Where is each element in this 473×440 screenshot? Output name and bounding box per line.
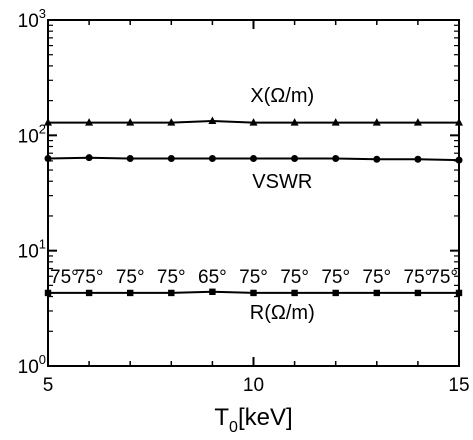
data-point <box>85 154 93 162</box>
data-point <box>291 289 298 297</box>
x-tick-label: 5 <box>43 375 54 396</box>
axes: 5 10 15 100 101 102 103 T0[keV] <box>18 6 470 436</box>
series-label: X(Ω/m) <box>250 85 314 107</box>
y-tick-label: 100 <box>18 352 46 378</box>
data-point <box>126 118 135 126</box>
data-point <box>291 154 299 162</box>
angle-annotation: 75° <box>429 267 458 288</box>
angle-annotation: 75° <box>116 267 145 288</box>
data-point <box>455 289 463 297</box>
data-point <box>250 154 257 162</box>
series-label: R(Ω/m) <box>250 302 315 324</box>
data-point <box>168 289 175 297</box>
angle-annotation: 75° <box>50 267 79 288</box>
data-point <box>167 154 175 162</box>
y-tick-label: 102 <box>18 121 46 147</box>
data-point <box>249 118 258 126</box>
data-point <box>208 154 216 162</box>
data-point <box>331 118 340 126</box>
data-point <box>414 155 422 163</box>
data-point <box>127 289 134 297</box>
angle-annotation: 75° <box>404 267 433 288</box>
data-point <box>455 156 463 164</box>
data-point <box>44 154 52 162</box>
data-point <box>85 118 94 126</box>
data-point <box>250 289 257 297</box>
data-point <box>167 118 176 126</box>
data-point <box>126 154 134 162</box>
data-point <box>290 118 299 126</box>
angle-annotation: 75° <box>362 267 391 288</box>
series-label: VSWR <box>252 171 312 193</box>
data-point <box>373 155 381 163</box>
data-point <box>372 118 381 126</box>
y-tick-label: 103 <box>18 6 46 32</box>
angle-annotation: 75° <box>157 267 186 288</box>
data-point <box>209 288 216 295</box>
angle-annotation: 75° <box>321 267 350 288</box>
x-tick-label: 15 <box>448 375 469 396</box>
data-point <box>413 118 422 126</box>
data-point <box>332 289 339 297</box>
data-point <box>208 116 217 125</box>
angle-annotation: 75° <box>239 267 268 288</box>
data-point <box>85 289 93 297</box>
data-point <box>373 289 380 297</box>
data-point <box>44 118 52 126</box>
angle-annotation: 75° <box>280 267 309 288</box>
y-tick-label: 101 <box>18 237 46 263</box>
data-point <box>414 289 422 297</box>
data-point <box>455 118 463 126</box>
series-layer <box>44 116 463 297</box>
x-tick-label: 10 <box>243 375 264 396</box>
angle-annotation: 75° <box>75 267 104 288</box>
x-axis-label: T0[keV] <box>214 404 292 436</box>
angle-annotation: 65° <box>198 267 227 288</box>
data-point <box>44 289 52 297</box>
data-point <box>332 154 340 162</box>
